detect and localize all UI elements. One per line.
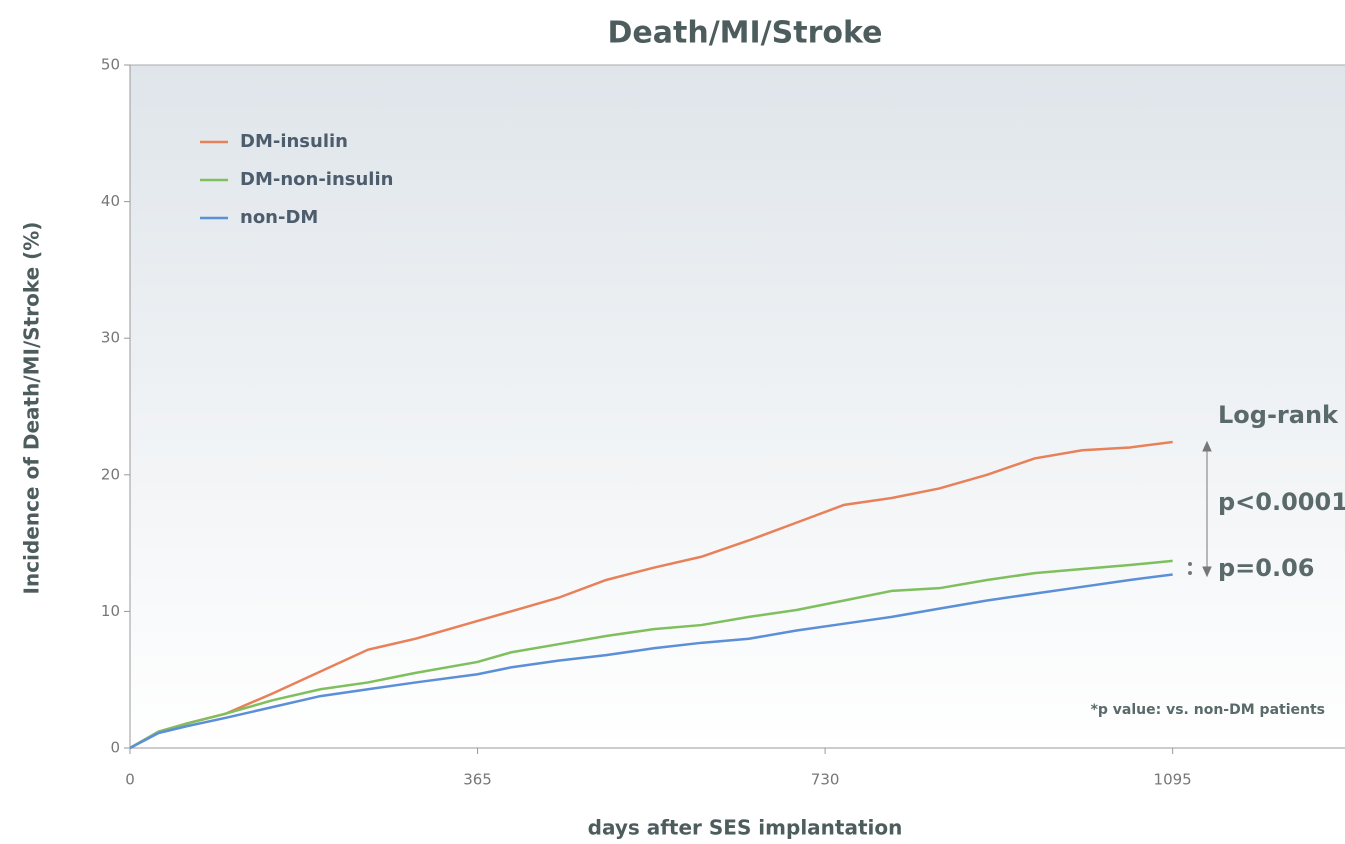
- x-tick-label: 365: [463, 771, 492, 789]
- log-rank-bracket: [1188, 440, 1212, 578]
- y-tick-label: 20: [101, 465, 120, 483]
- y-tick-label: 40: [101, 192, 120, 210]
- legend-label: DM-insulin: [240, 131, 348, 152]
- series-line: [129, 573, 1173, 750]
- y-tick-label: 10: [101, 602, 120, 620]
- series-line: [129, 440, 1173, 750]
- y-axis-label: Incidence of Death/MI/Stroke (%): [20, 222, 44, 595]
- y-tick-label: 50: [101, 56, 120, 74]
- series-line: [129, 559, 1173, 750]
- annotation: p<0.0001: [1218, 488, 1345, 516]
- annotation: Log-rank: [1218, 401, 1339, 429]
- y-tick-label: 0: [110, 739, 120, 757]
- plot-background: [130, 65, 1345, 748]
- annotation: *p value: vs. non-DM patients: [1091, 702, 1325, 718]
- y-tick-label: 30: [101, 329, 120, 347]
- x-tick-label: 1095: [1154, 771, 1192, 789]
- annotation: p=0.06: [1218, 554, 1315, 582]
- x-axis-label: days after SES implantation: [588, 816, 903, 840]
- x-tick-label: 0: [125, 771, 135, 789]
- chart-title: Death/MI/Stroke: [608, 16, 883, 51]
- legend-label: DM-non-insulin: [240, 169, 393, 190]
- legend-label: non-DM: [240, 207, 318, 228]
- x-tick-label: 730: [811, 771, 840, 789]
